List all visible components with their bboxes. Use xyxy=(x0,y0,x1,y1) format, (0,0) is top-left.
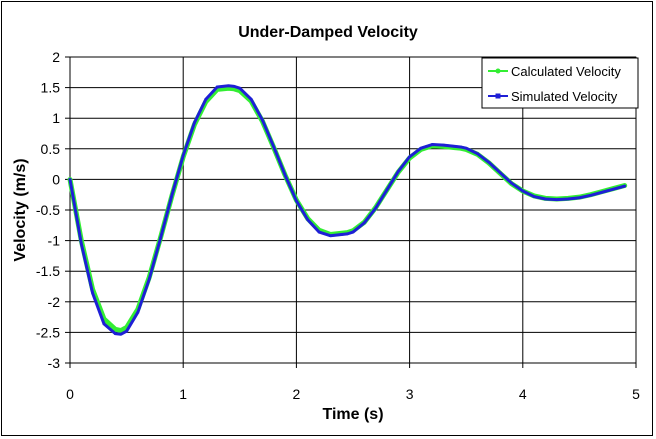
data-point-simulated xyxy=(510,181,513,185)
legend-marker-calculated xyxy=(495,68,501,74)
data-point-simulated xyxy=(465,146,468,150)
data-point-simulated xyxy=(351,230,355,234)
chart-title: Under-Damped Velocity xyxy=(238,24,418,41)
data-point-simulated xyxy=(182,154,185,157)
data-point-simulated xyxy=(170,194,174,197)
data-point-simulated xyxy=(148,277,151,281)
data-point-simulated xyxy=(306,218,309,221)
y-tick-label: -1 xyxy=(48,233,61,249)
data-point-simulated xyxy=(102,322,106,326)
data-point-simulated xyxy=(532,195,536,198)
data-point-simulated xyxy=(317,230,321,234)
data-point-simulated xyxy=(385,188,389,192)
data-point-simulated xyxy=(566,197,570,201)
tick-labels: 2 1.5 1 0.5 0 -0.5 -1 -1.5 -2 -2.5 -3 0 1 2 3 4 5 xyxy=(36,49,640,402)
data-point-simulated xyxy=(408,155,411,158)
data-point-simulated xyxy=(346,232,349,236)
data-point-simulated xyxy=(215,85,219,89)
legend-label-simulated: Simulated Velocity xyxy=(511,89,618,104)
data-point-simulated xyxy=(397,170,400,173)
legend-label-calculated: Calculated Velocity xyxy=(511,64,621,79)
data-point-calculated xyxy=(226,86,230,90)
x-tick-label: 0 xyxy=(66,386,74,402)
data-point-simulated xyxy=(487,161,491,164)
data-point-simulated xyxy=(363,221,366,225)
y-axis-title: Velocity (m/s) xyxy=(12,158,29,261)
y-tick-label: 2 xyxy=(52,49,60,65)
data-point-simulated xyxy=(159,236,162,240)
data-point-simulated xyxy=(204,98,208,101)
data-point-simulated xyxy=(272,145,275,149)
y-tick-label: -1.5 xyxy=(36,263,60,279)
series-lines xyxy=(67,84,628,336)
data-point-simulated xyxy=(521,189,524,193)
data-point-simulated xyxy=(374,206,377,210)
data-point-simulated xyxy=(329,234,332,237)
data-point-simulated xyxy=(600,191,604,194)
y-tick-label: -2.5 xyxy=(36,324,60,340)
data-point-simulated xyxy=(119,333,123,336)
x-tick-label: 3 xyxy=(406,386,414,402)
data-point-simulated xyxy=(476,152,479,155)
data-point-simulated xyxy=(80,242,83,245)
data-point-simulated xyxy=(249,98,253,101)
data-point-simulated xyxy=(431,143,434,146)
data-point-simulated xyxy=(193,121,196,124)
x-tick-label: 4 xyxy=(519,386,527,402)
data-point-simulated xyxy=(125,329,128,333)
data-point-simulated xyxy=(544,197,547,201)
data-point-simulated xyxy=(68,178,72,181)
y-tick-label: 1 xyxy=(52,110,60,126)
data-point-calculated xyxy=(113,327,117,331)
data-point-simulated xyxy=(453,145,457,148)
x-axis-title: Time (s) xyxy=(322,406,383,423)
data-point-simulated xyxy=(419,146,423,150)
data-point-simulated xyxy=(572,197,575,200)
data-point-simulated xyxy=(136,311,140,314)
y-tick-label: -2 xyxy=(48,294,61,310)
data-point-simulated xyxy=(555,198,558,201)
data-point-simulated xyxy=(498,171,502,174)
data-point-simulated xyxy=(114,332,117,335)
x-tick-label: 5 xyxy=(632,386,640,402)
y-tick-label: 0.5 xyxy=(41,141,61,157)
data-point-simulated xyxy=(295,199,298,203)
legend-box xyxy=(481,57,639,109)
data-point-simulated xyxy=(227,84,230,87)
data-point-simulated xyxy=(232,85,236,88)
legend: Calculated Velocity Simulated Velocity xyxy=(481,57,639,109)
data-point-simulated xyxy=(261,118,264,122)
y-tick-label: -0.5 xyxy=(36,202,60,218)
y-tick-label: 1.5 xyxy=(41,80,61,96)
data-point-simulated xyxy=(612,187,615,191)
x-tick-label: 2 xyxy=(293,386,301,402)
y-tick-label: -3 xyxy=(48,355,61,371)
data-point-calculated xyxy=(119,329,123,333)
y-tick-label: 0 xyxy=(52,171,60,187)
data-point-simulated xyxy=(578,196,581,199)
data-point-simulated xyxy=(91,292,94,295)
data-point-simulated xyxy=(459,145,462,149)
data-point-simulated xyxy=(589,194,592,197)
legend-marker-simulated xyxy=(495,93,501,99)
data-point-simulated xyxy=(442,143,445,147)
data-point-simulated xyxy=(340,233,343,236)
data-point-simulated xyxy=(238,87,241,90)
data-point-simulated xyxy=(623,184,626,188)
x-tick-label: 1 xyxy=(179,386,187,402)
data-point-simulated xyxy=(283,173,287,177)
